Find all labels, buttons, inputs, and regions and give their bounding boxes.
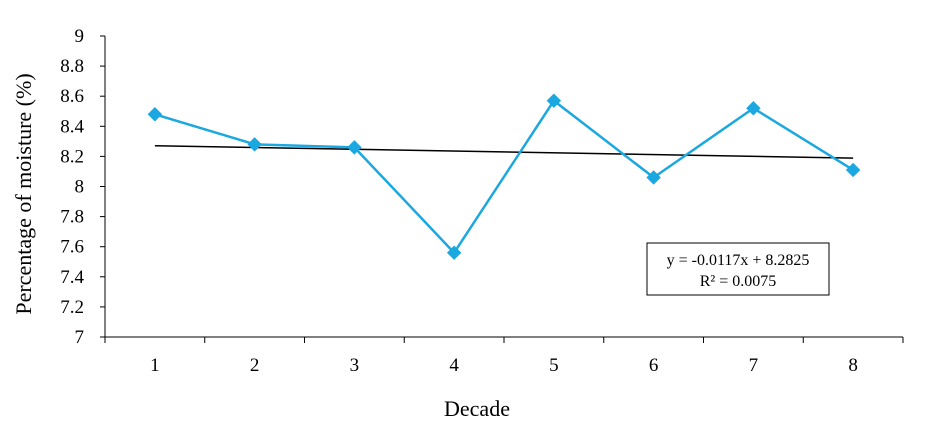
y-axis-title: Percentage of moisture (%) xyxy=(11,73,36,314)
x-tick-label: 5 xyxy=(549,355,559,376)
data-point-marker xyxy=(746,101,761,116)
trendline-equation: y = -0.0117x + 8.2825 xyxy=(667,252,810,269)
y-tick-label: 7 xyxy=(75,327,85,348)
y-tick-label: 7.2 xyxy=(60,297,84,318)
x-tick-label: 6 xyxy=(649,355,659,376)
data-point-marker xyxy=(247,137,262,152)
series-group xyxy=(147,93,861,260)
x-tick-label: 3 xyxy=(350,355,360,376)
x-tick-label: 1 xyxy=(150,355,160,376)
data-point-marker xyxy=(646,170,661,185)
x-tick-label: 8 xyxy=(848,355,858,376)
series-line xyxy=(154,99,854,254)
x-axis: 1 2 3 4 5 6 7 8 xyxy=(104,336,904,376)
y-tick-label: 9 xyxy=(75,26,85,47)
data-point-marker xyxy=(845,162,861,178)
data-point-marker xyxy=(347,140,362,155)
y-tick-label: 7.4 xyxy=(60,267,84,288)
y-tick-label: 8.6 xyxy=(60,86,84,107)
y-axis: 7 7.2 7.4 7.6 7.8 8 8.2 8.4 8.6 8.8 9 xyxy=(60,26,106,348)
y-tick-label: 8.2 xyxy=(60,146,84,167)
data-point-marker xyxy=(546,93,562,108)
x-tick-label: 7 xyxy=(749,355,759,376)
trendline-equation-box: y = -0.0117x + 8.2825 R² = 0.0075 xyxy=(646,242,830,296)
trendline-r-squared: R² = 0.0075 xyxy=(700,273,777,290)
x-tick-label: 4 xyxy=(449,355,459,376)
y-tick-label: 8.8 xyxy=(60,56,84,77)
y-tick-label: 8 xyxy=(75,177,85,198)
y-tick-label: 7.8 xyxy=(60,207,84,228)
x-tick-label: 2 xyxy=(250,355,260,376)
trendline xyxy=(154,144,854,159)
data-point-marker xyxy=(147,107,163,122)
x-axis-title: Decade xyxy=(444,396,510,421)
data-point-marker xyxy=(446,245,462,260)
y-tick-label: 7.6 xyxy=(60,237,84,258)
trendline-line xyxy=(154,144,854,159)
y-tick-label: 8.4 xyxy=(60,116,84,137)
